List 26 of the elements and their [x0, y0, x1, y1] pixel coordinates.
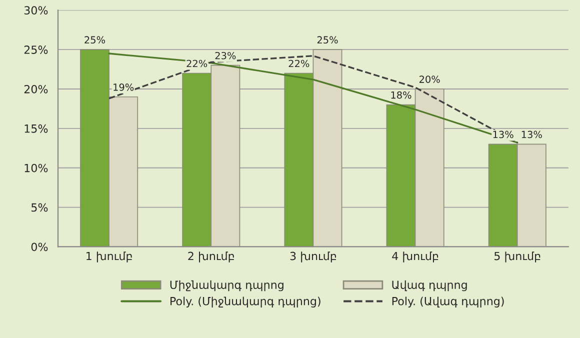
legend-label: Poly. (Միջնակարգ դպրոց)	[170, 296, 320, 308]
x-tick-label: 5 խումբ	[494, 252, 540, 262]
x-tick-label: 4 խումբ	[392, 252, 438, 262]
legend-label: Poly. (Ավագ դպրոց)	[392, 296, 504, 308]
x-tick-label: 3 խումբ	[290, 252, 336, 262]
y-tick-label: 0%	[31, 242, 48, 252]
x-tick-label: 2 խումբ	[188, 252, 234, 262]
legend-label: Միջնակարգ դպրոց	[170, 280, 284, 292]
data-label: 25%	[84, 36, 106, 44]
y-tick-label: 5%	[32, 203, 48, 212]
y-tick-label: 25%	[24, 46, 48, 54]
data-label: 13%	[493, 130, 514, 138]
x-tick-label: 1 խումբ	[86, 252, 132, 262]
y-tick-label: 20%	[24, 84, 48, 94]
data-label: 20%	[419, 76, 440, 83]
data-label: 18%	[391, 91, 412, 99]
data-label: 13%	[522, 130, 542, 138]
y-tick-label: 10%	[24, 164, 48, 172]
data-label: 22%	[288, 60, 310, 68]
data-label: 22%	[186, 60, 208, 68]
y-tick-label: 15%	[24, 124, 48, 133]
data-label: 23%	[215, 52, 236, 60]
y-tick-label: 30%	[24, 6, 48, 15]
data-label: 25%	[317, 36, 338, 44]
data-label: 19%	[114, 83, 134, 91]
legend-label: Ավագ դպրոց	[392, 280, 467, 292]
